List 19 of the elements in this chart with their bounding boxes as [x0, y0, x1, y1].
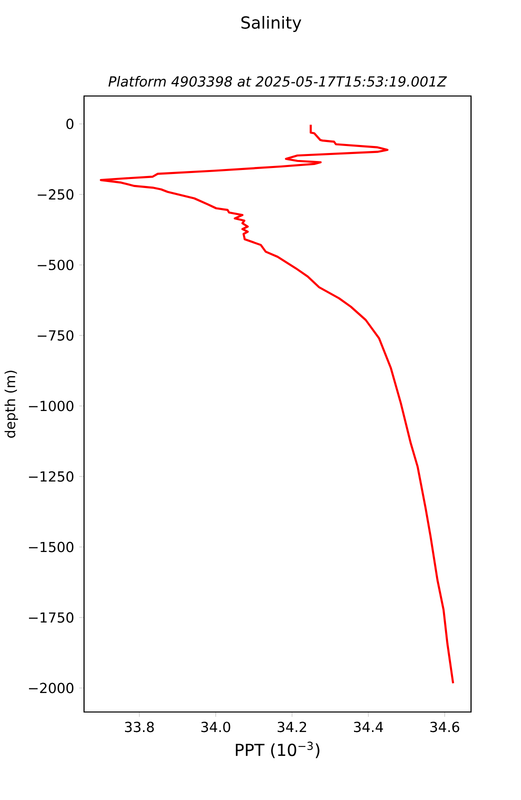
y-tick-label: −1250 — [28, 471, 74, 482]
y-tick-label: −1500 — [28, 542, 74, 552]
chart-title: Salinity — [241, 16, 302, 32]
y-axis-title: depth (m) — [4, 370, 18, 438]
line-series — [100, 124, 454, 684]
y-tick-label: 0 — [66, 118, 74, 130]
y-tick-label: −250 — [38, 189, 74, 200]
chart-subtitle: Platform 4903398 at 2025-05-17T15:53:19.001Z — [108, 76, 447, 87]
y-tick-label: −750 — [38, 330, 74, 341]
y-tick-label: −2000 — [28, 682, 74, 694]
x-tick-label: 34.0 — [201, 722, 230, 732]
x-tick-label: 33.8 — [125, 722, 154, 732]
x-tick-label: 34.4 — [354, 722, 383, 732]
x-axis-title: PPT (10$^{−3}$) — [236, 742, 320, 758]
x-tick-label: 34.6 — [430, 722, 460, 732]
y-tick-label: −1000 — [28, 400, 74, 412]
y-tick-label: −500 — [38, 260, 74, 270]
x-tick-label: 34.2 — [278, 722, 306, 732]
y-tick-label: −1750 — [28, 612, 74, 623]
